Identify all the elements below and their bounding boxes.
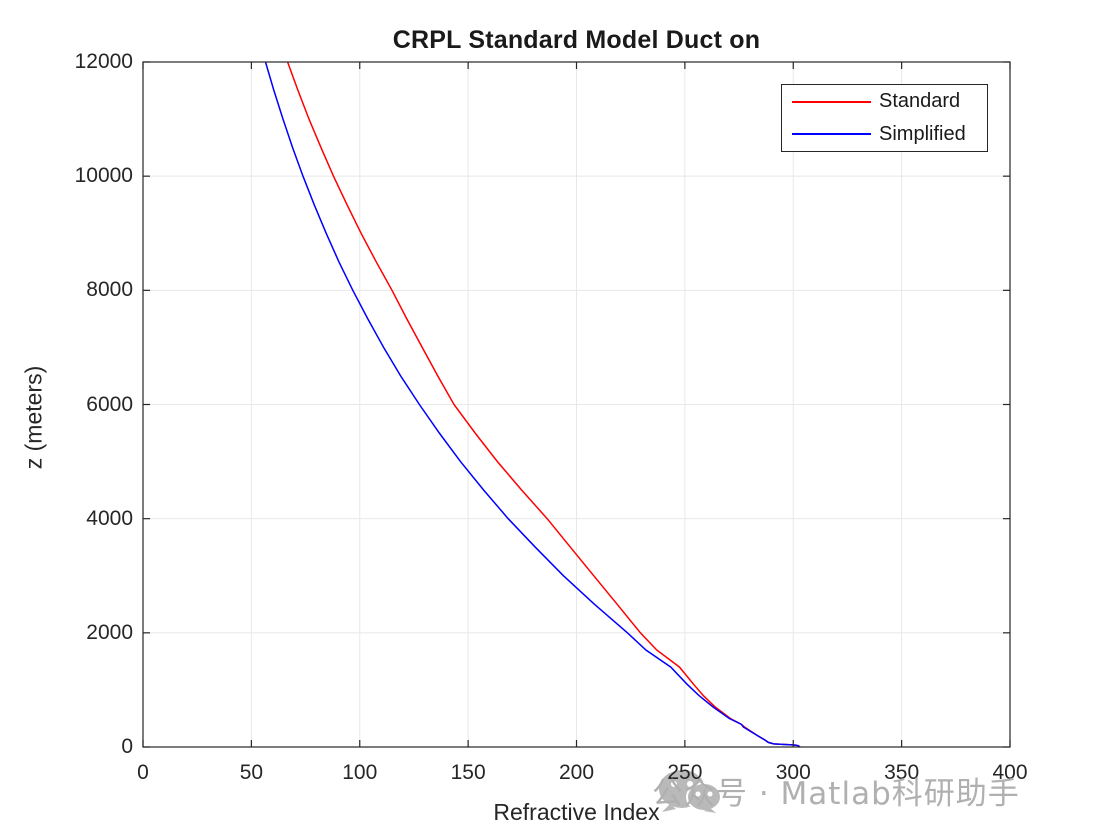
- x-tick-label: 350: [884, 761, 920, 784]
- legend: Standard Simplified: [781, 84, 988, 152]
- legend-line-simplified: [792, 133, 871, 136]
- x-tick-label: 100: [342, 761, 378, 784]
- legend-label-standard: Standard: [879, 90, 961, 113]
- grid-lines: [143, 62, 1010, 747]
- x-axis-label: Refractive Index: [493, 799, 660, 825]
- y-tick-label: 10000: [74, 164, 133, 188]
- x-tick-label: 150: [450, 761, 486, 784]
- x-tick-label: 250: [667, 761, 703, 784]
- y-tick-label: 2000: [86, 620, 133, 644]
- y-tick-label: 12000: [74, 50, 133, 73]
- y-tick-label: 0: [121, 735, 133, 758]
- x-tick-label: 400: [992, 761, 1028, 784]
- legend-line-standard: [792, 100, 871, 103]
- curve-simplified: [264, 61, 801, 748]
- y-tick-label: 8000: [86, 278, 133, 302]
- legend-entry-standard: Standard: [782, 86, 987, 118]
- x-tick-label: 300: [775, 761, 811, 784]
- wechat-icon: [659, 770, 723, 813]
- y-tick-label: 4000: [86, 506, 133, 530]
- x-tick-label: 50: [239, 761, 264, 784]
- x-tick-label: 0: [137, 761, 149, 784]
- y-tick-label: 6000: [86, 392, 133, 416]
- curves: [264, 61, 801, 748]
- axes-frame: [142, 61, 1011, 748]
- y-axis-label: z (meters): [20, 365, 47, 470]
- legend-entry-simplified: Simplified: [782, 118, 987, 150]
- chart-title: CRPL Standard Model Duct on: [392, 26, 761, 54]
- legend-label-simplified: Simplified: [879, 122, 966, 145]
- x-tick-label: 200: [558, 761, 595, 784]
